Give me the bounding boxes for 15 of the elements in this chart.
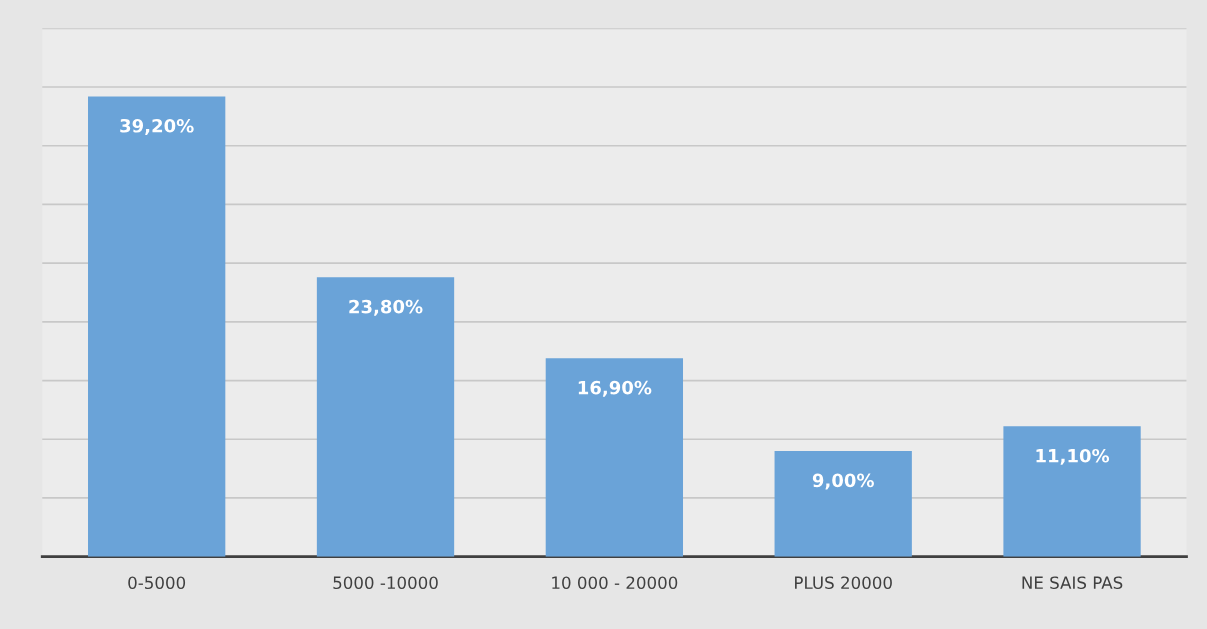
x-tick-label: 0-5000	[128, 576, 186, 590]
bar	[316, 277, 455, 557]
bar	[88, 96, 226, 557]
x-tick-label: 5000 -10000	[333, 576, 438, 590]
bar	[545, 358, 684, 557]
data-label: 23,80%	[349, 299, 423, 316]
x-tick-label: NE SAIS PAS	[1022, 576, 1123, 590]
bar	[774, 450, 912, 557]
x-tick-label: PLUS 20000	[795, 576, 892, 590]
data-label: 11,10%	[1036, 448, 1110, 465]
data-label: 39,20%	[120, 118, 194, 135]
data-label: 9,00%	[812, 473, 874, 490]
x-tick-label: 10 000 - 20000	[552, 576, 678, 590]
bar	[1003, 426, 1141, 557]
data-label: 16,90%	[578, 380, 652, 397]
